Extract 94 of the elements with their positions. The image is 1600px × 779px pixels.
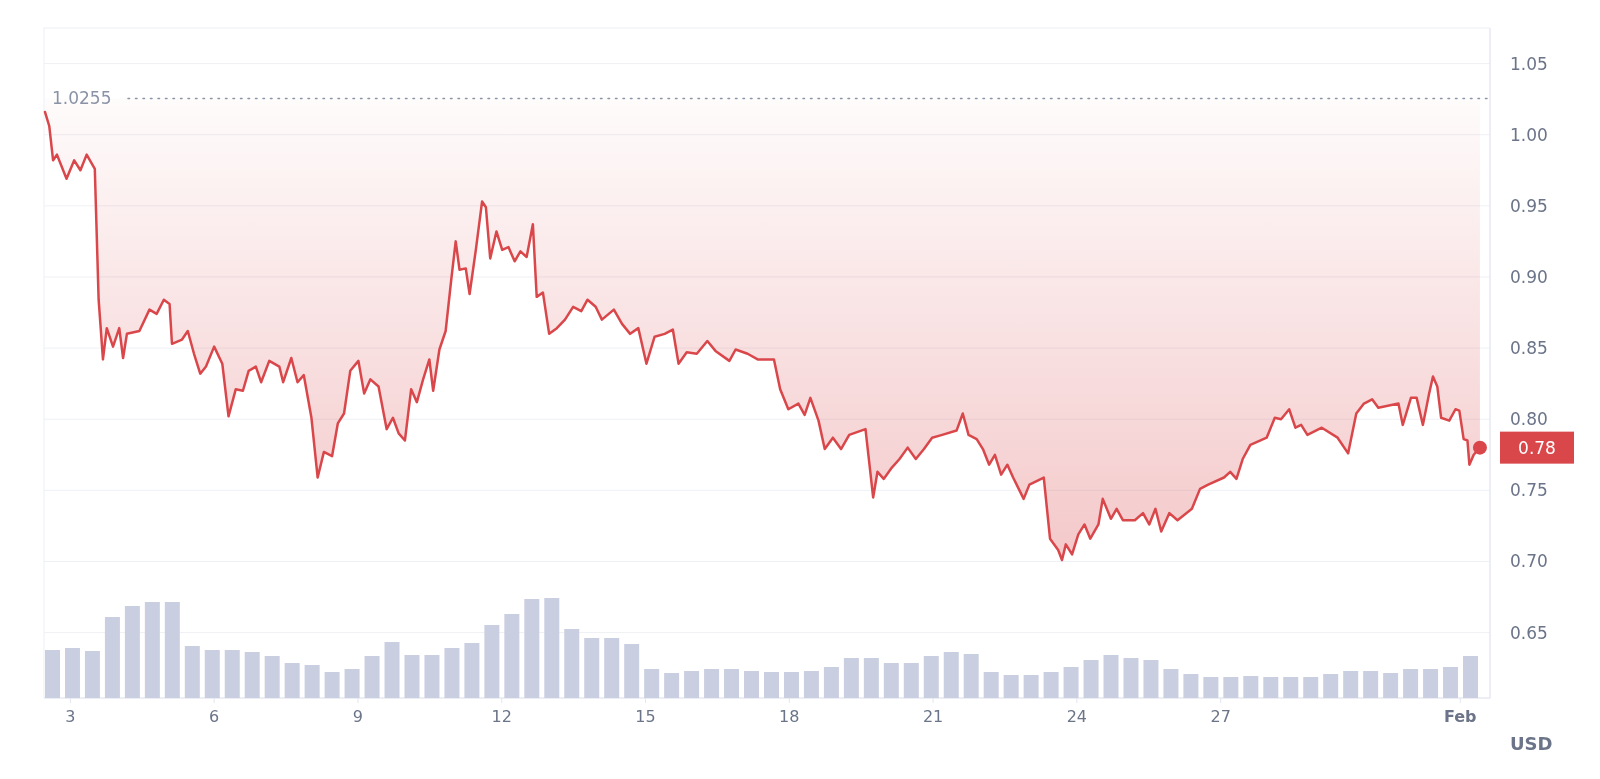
x-tick-label: 24	[1066, 707, 1088, 726]
bar	[404, 655, 420, 698]
bar	[1323, 674, 1339, 698]
ref-line-label: 1.0255	[52, 88, 112, 109]
bar	[504, 614, 520, 698]
bar	[304, 665, 320, 698]
bar	[783, 672, 799, 698]
bar	[664, 673, 680, 698]
bar	[724, 669, 740, 698]
bar	[344, 669, 360, 698]
bar	[464, 643, 480, 698]
bar	[224, 650, 240, 698]
x-tick-label: 3	[65, 707, 76, 726]
bar	[843, 658, 859, 698]
bar	[1383, 673, 1399, 698]
y-tick-label: 0.95	[1510, 195, 1548, 216]
bar	[45, 650, 60, 698]
bar	[204, 650, 220, 698]
bar	[1183, 674, 1199, 698]
y-tick-label: 0.65	[1510, 622, 1548, 643]
bar	[903, 663, 919, 698]
bar	[744, 671, 759, 698]
bar	[1123, 658, 1139, 698]
x-tick-label: 21	[922, 707, 944, 726]
annotation: 0.78	[1518, 437, 1556, 458]
x-tick-label: 12	[491, 707, 512, 726]
x-tick-label: Feb	[1443, 707, 1477, 726]
bar	[1163, 669, 1179, 698]
bar	[64, 648, 80, 698]
bar	[144, 602, 160, 698]
y-tick-label: 1.05	[1510, 53, 1548, 74]
bar	[1063, 667, 1079, 698]
bar	[1003, 675, 1019, 698]
bar	[424, 655, 440, 698]
x-tick-label: 15	[635, 707, 656, 726]
bar	[1363, 671, 1379, 698]
bar	[1443, 667, 1459, 698]
bar	[624, 644, 640, 698]
bar	[104, 617, 120, 698]
bar	[823, 667, 839, 698]
bar	[863, 658, 879, 698]
bar	[684, 671, 700, 698]
bar	[1263, 677, 1279, 698]
bar	[484, 625, 500, 698]
bar	[1463, 656, 1478, 698]
bar	[184, 646, 200, 698]
bar	[1343, 671, 1359, 698]
bar	[384, 642, 400, 698]
bar	[544, 598, 560, 698]
bar	[364, 656, 380, 698]
bar	[1223, 677, 1239, 698]
bar	[444, 648, 460, 698]
x-tick-label: 6	[209, 707, 220, 726]
bar	[1283, 677, 1299, 698]
bar	[604, 638, 620, 698]
bar	[584, 638, 600, 698]
y-tick-label: 0.70	[1510, 551, 1548, 572]
y-tick-label: 0.85	[1510, 338, 1548, 359]
bar	[264, 656, 280, 698]
bar	[1043, 672, 1059, 698]
bar	[1243, 676, 1259, 698]
bar	[943, 652, 959, 698]
y-tick-label: 1.00	[1510, 124, 1548, 145]
bar	[644, 669, 660, 698]
bar	[983, 672, 999, 698]
bar	[803, 671, 819, 698]
bar	[1143, 660, 1159, 698]
y-axis-title: USD	[1510, 733, 1553, 754]
bar	[1303, 677, 1319, 698]
bar	[923, 656, 939, 698]
y-tick-label: 0.80	[1510, 409, 1548, 430]
bar	[963, 654, 979, 698]
bar	[124, 606, 140, 698]
x-tick-label: 9	[352, 707, 364, 726]
bar	[1403, 669, 1419, 698]
bar	[324, 672, 340, 698]
bar	[1083, 660, 1099, 698]
bar	[1103, 655, 1119, 698]
bar	[164, 602, 180, 698]
y-tick-label: 0.90	[1510, 266, 1548, 287]
bar	[284, 663, 300, 698]
bar	[244, 652, 260, 698]
bar	[524, 599, 540, 698]
x-tick-label: 27	[1210, 707, 1231, 726]
bar	[1023, 675, 1039, 698]
bar	[883, 663, 899, 698]
x-tick-label: 18	[779, 707, 800, 726]
bar	[84, 651, 100, 698]
bar	[564, 629, 580, 698]
bar	[1423, 669, 1439, 698]
bar	[764, 672, 779, 698]
y-tick-label: 0.75	[1510, 480, 1548, 501]
bar	[704, 669, 720, 698]
bar	[1203, 677, 1219, 698]
